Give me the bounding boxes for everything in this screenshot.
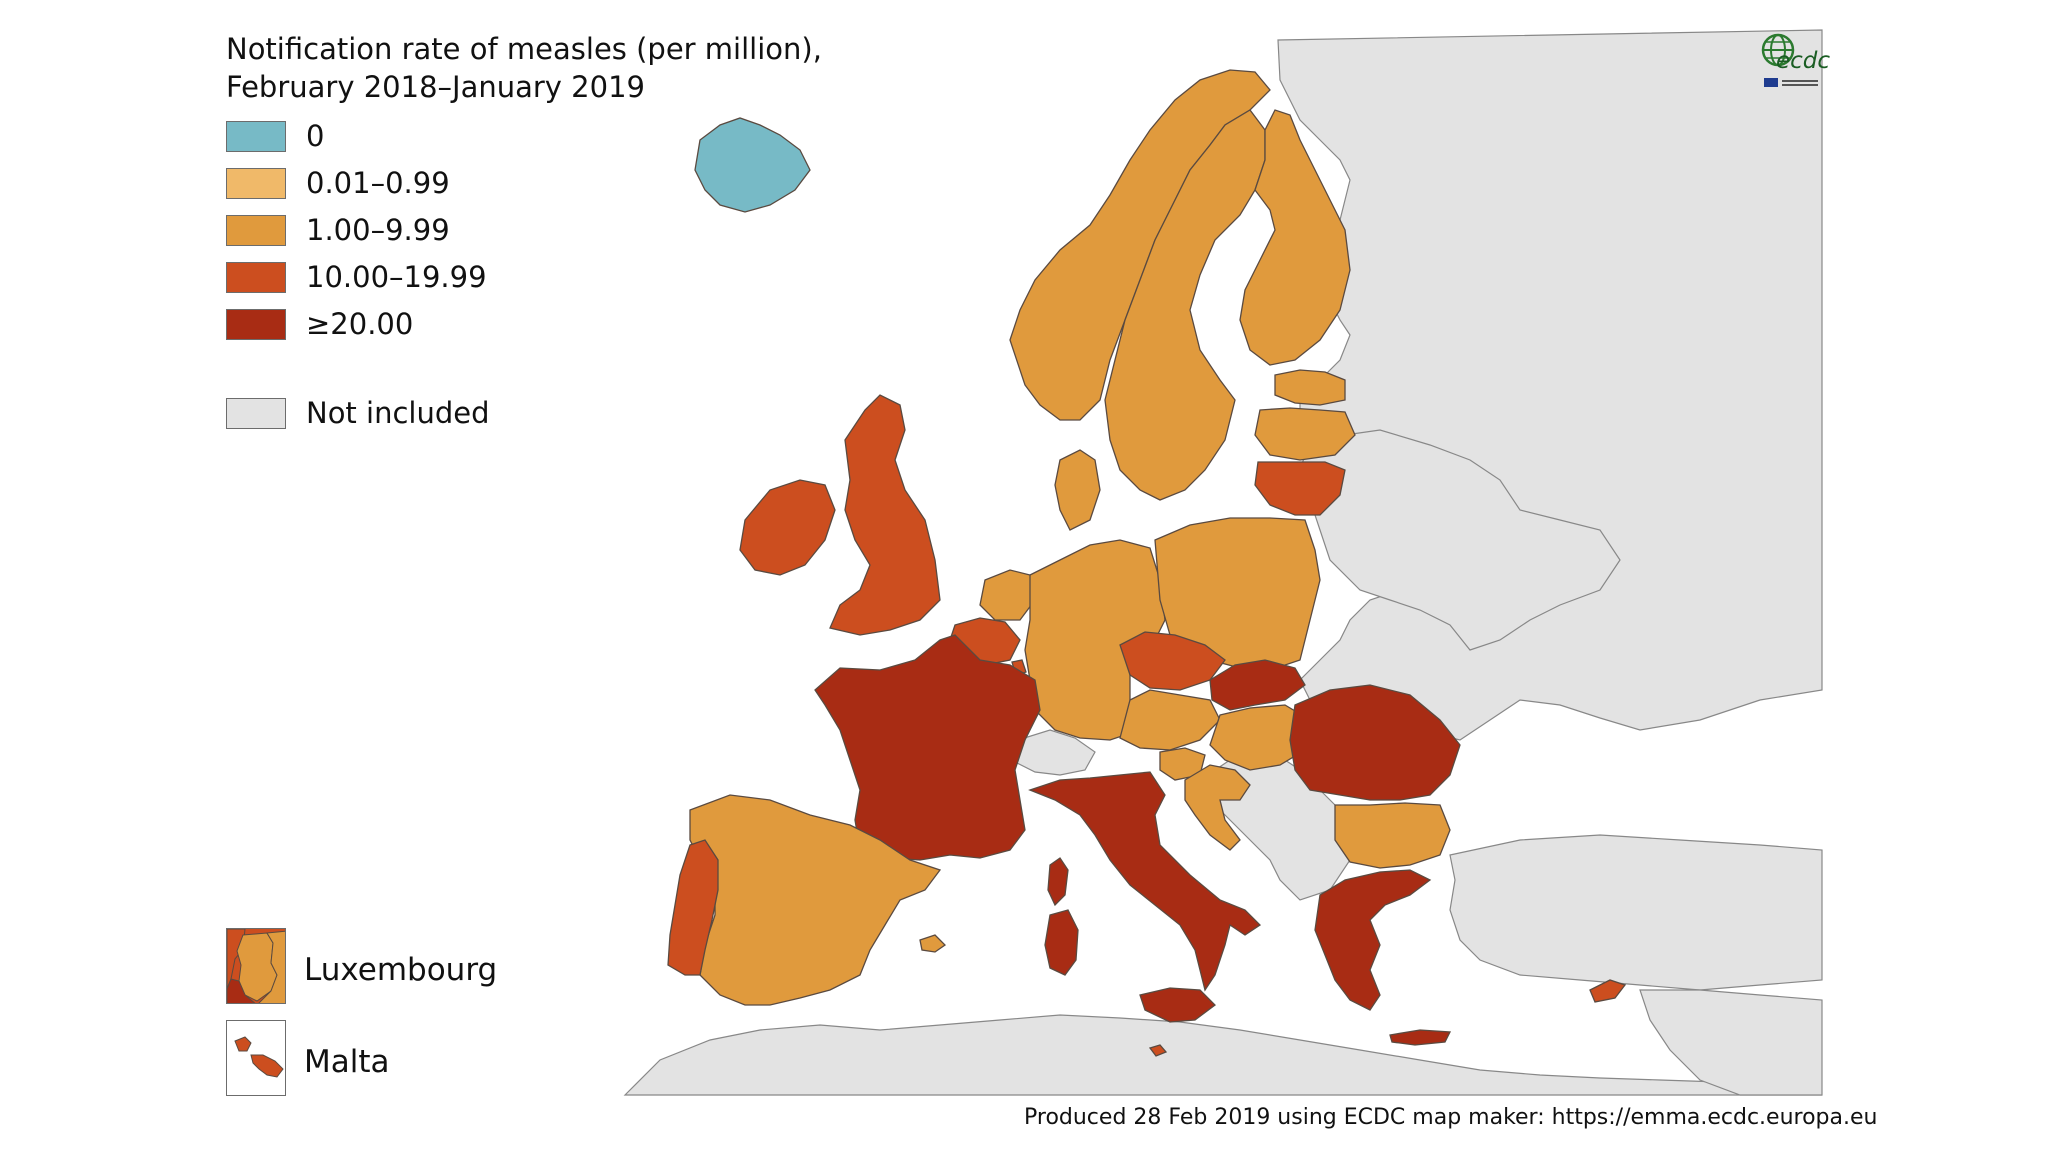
slovakia (1209, 659, 1306, 711)
romania (1289, 684, 1461, 801)
legend-swatch (226, 121, 286, 152)
estonia (1274, 369, 1346, 406)
switzerland (1014, 729, 1096, 776)
map-title: Notification rate of measles (per millio… (226, 30, 822, 106)
globe-icon (1761, 33, 1818, 87)
balearic-islands (919, 934, 947, 953)
netherlands (979, 569, 1036, 621)
not-included-land (623, 29, 1823, 1096)
lithuania (1254, 461, 1346, 516)
croatia (1184, 764, 1251, 851)
sardinia (1044, 909, 1079, 976)
ecdc-logo-text: ecdc (1776, 48, 1831, 74)
legend-swatch (226, 215, 286, 246)
belarus-ukraine (1299, 429, 1621, 651)
greece (1314, 869, 1432, 1011)
map-title-line1: Notification rate of measles (per millio… (226, 32, 822, 66)
luxembourg-inset (226, 928, 286, 1004)
luxembourg-inset-map (227, 929, 285, 1003)
footer-credit: Produced 28 Feb 2019 using ECDC map make… (1024, 1105, 1878, 1130)
map-title-line2: February 2018–January 2019 (226, 70, 645, 104)
legend-label: 1.00–9.99 (306, 213, 450, 247)
turkey (1449, 834, 1823, 991)
legend-swatch (226, 309, 286, 340)
bulgaria (1334, 802, 1451, 869)
middle-east (1639, 989, 1823, 1096)
italy (1028, 771, 1262, 992)
sicily (1139, 987, 1216, 1023)
legend-label: 10.00–19.99 (306, 260, 487, 294)
russia-land (1277, 29, 1823, 741)
cyprus (1589, 979, 1627, 1003)
legend-label: Not included (306, 396, 490, 430)
austria (1119, 689, 1221, 751)
czechia (1119, 631, 1226, 691)
legend-swatch (226, 168, 286, 199)
portugal (667, 839, 719, 976)
luxembourg-inset-label: Luxembourg (304, 952, 498, 988)
denmark (1054, 449, 1101, 531)
corsica (1047, 857, 1069, 907)
latvia (1254, 407, 1356, 461)
sweden (1104, 109, 1266, 501)
malta-inset (226, 1020, 286, 1096)
ecdc-logo: ecdc (1756, 28, 1830, 88)
north-africa (623, 1014, 1823, 1096)
finland (1239, 109, 1351, 366)
malta (1148, 1044, 1168, 1057)
united-kingdom (829, 394, 941, 636)
malta-inset-label: Malta (304, 1044, 390, 1080)
countries (667, 69, 1627, 1057)
malta-inset-map (234, 1036, 284, 1078)
iceland (694, 117, 811, 213)
legend-label: 0.01–0.99 (306, 166, 450, 200)
crete (1389, 1029, 1452, 1046)
legend-swatch (226, 398, 286, 429)
legend-label: 0 (306, 119, 325, 153)
legend-label: ≥20.00 (306, 307, 414, 341)
spain (689, 794, 942, 1006)
ireland (739, 479, 836, 576)
france (814, 634, 1041, 861)
legend-swatch (226, 262, 286, 293)
